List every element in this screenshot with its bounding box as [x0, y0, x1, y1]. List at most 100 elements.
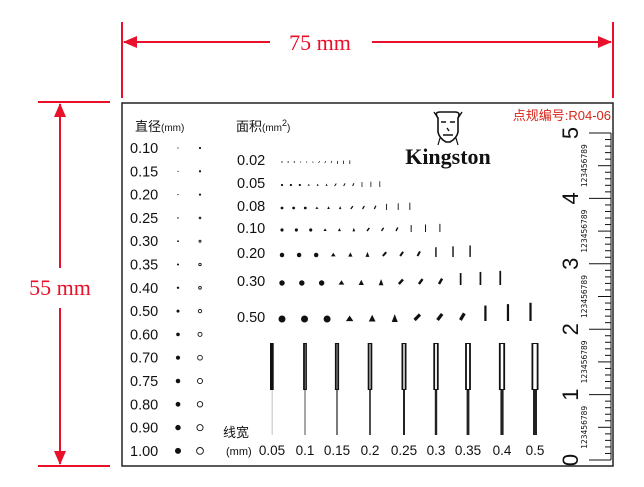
area-mark [289, 183, 293, 187]
linewidth-value: 0.25 [391, 443, 417, 458]
brand-name: Kingston [405, 144, 491, 169]
area-mark [315, 206, 319, 209]
diameter-ring [198, 193, 202, 196]
diameter-ring [198, 216, 202, 220]
diameter-ring [196, 424, 204, 432]
ruler-minor-digits: 123456789 [580, 406, 589, 449]
diameter-ring [197, 331, 203, 337]
line-sample-lower [271, 390, 273, 435]
line-sample-lower [336, 390, 338, 435]
line-sample-lower [403, 390, 405, 435]
line-sample-gap [369, 344, 371, 389]
area-mark [373, 205, 377, 210]
area-mark [278, 315, 286, 323]
area-mark [343, 183, 346, 187]
diameter-value: 0.10 [130, 141, 158, 157]
area-mark [348, 252, 353, 257]
area-mark [409, 202, 411, 210]
area-mark [352, 183, 355, 187]
area-value: 0.08 [237, 199, 265, 215]
area-mark [294, 228, 298, 232]
linewidth-value: 0.5 [526, 443, 545, 458]
area-mark [361, 182, 363, 187]
linewidth-value: 0.35 [455, 443, 481, 458]
area-mark [299, 280, 305, 286]
ruler-major-label: 2 [558, 323, 583, 335]
ruler-major-label: 4 [558, 192, 583, 204]
area-mark [323, 228, 327, 231]
area-mark [296, 252, 302, 258]
area-mark [469, 245, 471, 257]
area-mark [334, 183, 337, 187]
area-mark [280, 228, 284, 232]
line-sample-lower [434, 390, 438, 435]
diameter-ring [196, 447, 204, 455]
diameter-ring [198, 239, 202, 243]
diameter-value: 0.50 [130, 304, 158, 320]
area-mark [397, 203, 399, 210]
diameter-value: 0.70 [130, 351, 158, 367]
ruler-minor-digits: 123456789 [580, 144, 589, 187]
ruler-minor-digits: 123456789 [580, 209, 589, 252]
diameter-value: 0.20 [130, 188, 158, 204]
width-label: 75 mm [289, 30, 351, 55]
area-value: 0.02 [237, 153, 265, 169]
diameter-ring [197, 308, 203, 314]
diameter-dot [177, 240, 179, 243]
diameter-value: 0.30 [130, 234, 158, 250]
linewidth-value: 0.15 [324, 443, 350, 458]
area-mark [307, 183, 310, 186]
diameter-value: 0.15 [130, 164, 158, 180]
area-value: 0.05 [237, 176, 265, 192]
area-mark [437, 278, 444, 285]
area-mark [303, 206, 307, 210]
diameter-ring [198, 146, 202, 150]
linewidth-value: 0.1 [296, 443, 315, 458]
diameter-dot [176, 309, 180, 313]
line-sample-gap [533, 344, 537, 389]
line-sample-gap [500, 344, 504, 389]
ruler-minor-digits: 123456789 [580, 275, 589, 318]
ruler-major-label: 3 [558, 258, 583, 270]
height-dimension: 55 mm [29, 101, 110, 467]
area-mark [330, 160, 333, 164]
area-mark [301, 315, 309, 323]
gauge-card [121, 102, 614, 467]
area-mark [366, 227, 370, 232]
linewidth-label: 线宽 [223, 425, 249, 440]
area-mark [312, 161, 314, 163]
code-label: 点规编号:R04-06 [513, 108, 611, 123]
area-mark [338, 280, 345, 285]
area-mark [417, 278, 424, 285]
area-mark [358, 279, 364, 285]
area-mark [416, 250, 421, 257]
ruler-major-label: 1 [558, 388, 583, 400]
diameter-dot [175, 355, 181, 360]
diameter-dot [175, 424, 181, 431]
area-mark [338, 206, 342, 210]
area-mark [380, 227, 385, 232]
area-list: 0.02 0.05 0.08 0.10 0.20 0.30 0.50 [237, 153, 532, 326]
linewidth-value: 0.2 [361, 443, 380, 458]
area-mark [352, 227, 356, 232]
diameter-ring [197, 354, 203, 361]
area-mark [324, 160, 327, 164]
area-mark [280, 183, 284, 187]
area-mark [327, 206, 330, 210]
area-mark [459, 312, 466, 321]
area-mark [337, 228, 341, 232]
area-mark [379, 181, 381, 187]
diameter-ring [196, 401, 204, 408]
width-dimension: 75 mm [121, 22, 614, 98]
linewidth-value: 0.05 [259, 443, 285, 458]
area-mark [484, 305, 487, 321]
area-mark [316, 183, 319, 186]
diameter-dot [175, 401, 181, 407]
line-width-samples: 0.05 0.1 0.15 0.2 0.25 0.3 0.35 0.4 0.5 [259, 343, 545, 458]
area-mark [391, 314, 398, 322]
area-mark [370, 181, 372, 187]
diameter-dot [177, 217, 179, 219]
area-mark [365, 251, 370, 257]
diameter-dot [177, 170, 179, 172]
diameter-dot [176, 286, 180, 289]
